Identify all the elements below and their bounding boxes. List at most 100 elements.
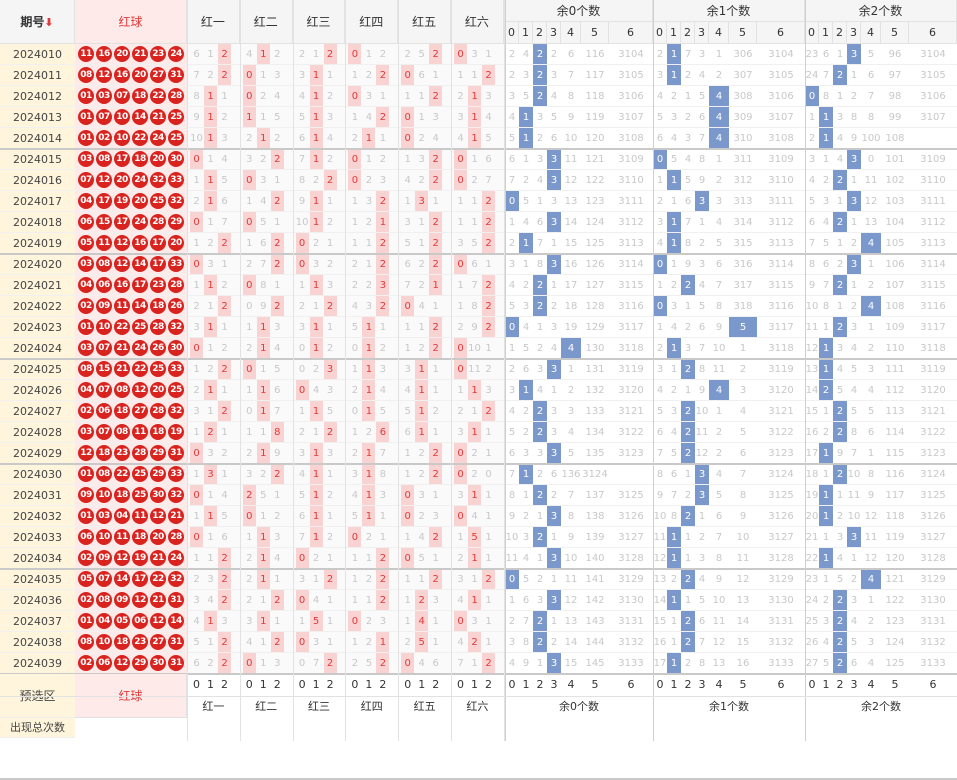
preselect-digit[interactable]: 0	[298, 678, 306, 691]
remainder-cell: 6	[867, 427, 875, 438]
preselect-digit[interactable]: 3	[550, 678, 558, 691]
trend-cell: 1	[471, 406, 478, 417]
remainder-cell: 13	[564, 616, 578, 627]
trend-cell: 0	[190, 443, 203, 464]
preselect-digit[interactable]: 0	[508, 678, 516, 691]
preselect-digit[interactable]: 6	[929, 678, 937, 691]
preselect-digit[interactable]: 0	[808, 678, 816, 691]
trend-cell: 2	[376, 254, 390, 275]
preselect-digit[interactable]: 5	[891, 678, 899, 691]
trend-cell: 9	[471, 322, 478, 333]
preselect-digit[interactable]: 1	[365, 678, 373, 691]
remainder-cell: 3	[808, 154, 816, 165]
remainder-cell: 120	[885, 553, 905, 564]
trend-cell: 2	[482, 401, 495, 422]
remainder-cell: 24	[805, 70, 819, 81]
preselect-digit[interactable]: 3	[850, 678, 858, 691]
preselect-digit[interactable]: 2	[836, 678, 844, 691]
remainder-cell: 13	[736, 595, 750, 606]
preselect-digit[interactable]: 6	[777, 678, 785, 691]
preselect-digit[interactable]: 1	[259, 678, 267, 691]
preselect-digit[interactable]: 1	[822, 678, 830, 691]
preselect-digit[interactable]: 1	[207, 678, 214, 691]
trend-cell: 0	[190, 254, 203, 275]
column-divider	[805, 0, 806, 741]
remainder-cell: 6	[808, 217, 816, 228]
red-ball: 03	[96, 508, 112, 524]
trend-cell: 1	[457, 385, 464, 396]
remainder-cell: 118	[885, 511, 905, 522]
remainder-cell: 4	[536, 385, 544, 396]
preselect-digit[interactable]: 4	[715, 678, 723, 691]
remainder-cell: 3131	[920, 616, 946, 627]
preselect-digit[interactable]: 2	[379, 678, 387, 691]
trend-cell: 1	[326, 511, 334, 522]
preselect-digit[interactable]: 2	[326, 678, 334, 691]
red-ball: 22	[132, 130, 148, 146]
trend-cell: 1	[204, 128, 217, 149]
preselect-digit[interactable]: 1	[670, 678, 678, 691]
remainder-cell: 11	[847, 490, 861, 501]
red-ball: 10	[96, 529, 112, 545]
remainder-cell: 4	[709, 107, 729, 128]
preselect-digit[interactable]: 2	[485, 678, 492, 691]
red-ball: 28	[168, 277, 184, 293]
preselect-digit[interactable]: 6	[627, 678, 635, 691]
preselect-digit[interactable]: 0	[351, 678, 359, 691]
row-divider	[0, 295, 957, 296]
trend-cell: 3	[326, 448, 334, 459]
remainder-cell: 3130	[768, 595, 794, 606]
remainder-cell: 6	[550, 469, 558, 480]
trend-cell: 1	[351, 70, 359, 81]
preselect-digit[interactable]: 1	[312, 678, 320, 691]
remainder-cell: 5	[715, 490, 723, 501]
position-header-3: 红三	[292, 0, 346, 44]
row-divider	[0, 526, 957, 527]
remainder-cell: 11	[564, 154, 578, 165]
preselect-digit[interactable]: 2	[221, 678, 228, 691]
preselect-digit[interactable]: 3	[698, 678, 706, 691]
remainder-cell: 7	[684, 49, 692, 60]
preselect-digit[interactable]: 1	[471, 678, 478, 691]
trend-cell: 2	[429, 527, 443, 548]
remainder-cell: 122	[585, 175, 605, 186]
remainder-cell: 1	[550, 532, 558, 543]
remainder-cell: 2	[698, 238, 706, 249]
red-ball: 20	[150, 382, 166, 398]
preselect-digit[interactable]: 0	[656, 678, 664, 691]
preselect-digit[interactable]: 2	[432, 678, 440, 691]
remainder-cell: 10	[564, 553, 578, 564]
trend-cell: 0	[298, 343, 306, 354]
row-divider	[0, 400, 957, 401]
preselect-digit[interactable]: 0	[193, 678, 200, 691]
remainder-cell: 18	[805, 469, 819, 480]
preselect-digit[interactable]: 1	[418, 678, 426, 691]
preselect-digit[interactable]: 1	[522, 678, 530, 691]
remainder-cell: 112	[885, 385, 905, 396]
preselect-digit[interactable]: 5	[591, 678, 599, 691]
preselect-digit[interactable]: 2	[273, 678, 281, 691]
preselect-digit[interactable]: 4	[567, 678, 575, 691]
trend-cell: 5	[365, 658, 373, 669]
red-ball: 18	[114, 634, 130, 650]
issue-header[interactable]: 期号⬇	[0, 0, 75, 44]
trend-cell: 1	[365, 154, 373, 165]
remainder-cell: 3	[847, 254, 861, 275]
preselect-digit[interactable]: 2	[684, 678, 692, 691]
preselect-digit[interactable]: 5	[739, 678, 747, 691]
trend-cell: 5	[418, 553, 425, 564]
preselect-digit[interactable]: 0	[457, 678, 464, 691]
preselect-digit[interactable]: 0	[245, 678, 253, 691]
preselect-digit[interactable]: 0	[404, 678, 412, 691]
remainder-cell: 1	[667, 170, 681, 191]
remainder-cell: 2	[533, 527, 547, 548]
red-ball: 06	[96, 277, 112, 293]
preselect-digit[interactable]: 4	[867, 678, 875, 691]
red-ball: 02	[78, 550, 94, 566]
red-ball: 14	[132, 298, 148, 314]
remainder-cell: 2	[698, 532, 706, 543]
preselect-digit[interactable]: 2	[536, 678, 544, 691]
remainder-cell: 2	[522, 406, 530, 417]
arrow-down-icon[interactable]: ⬇	[44, 16, 54, 29]
trend-cell: 1	[418, 91, 425, 102]
